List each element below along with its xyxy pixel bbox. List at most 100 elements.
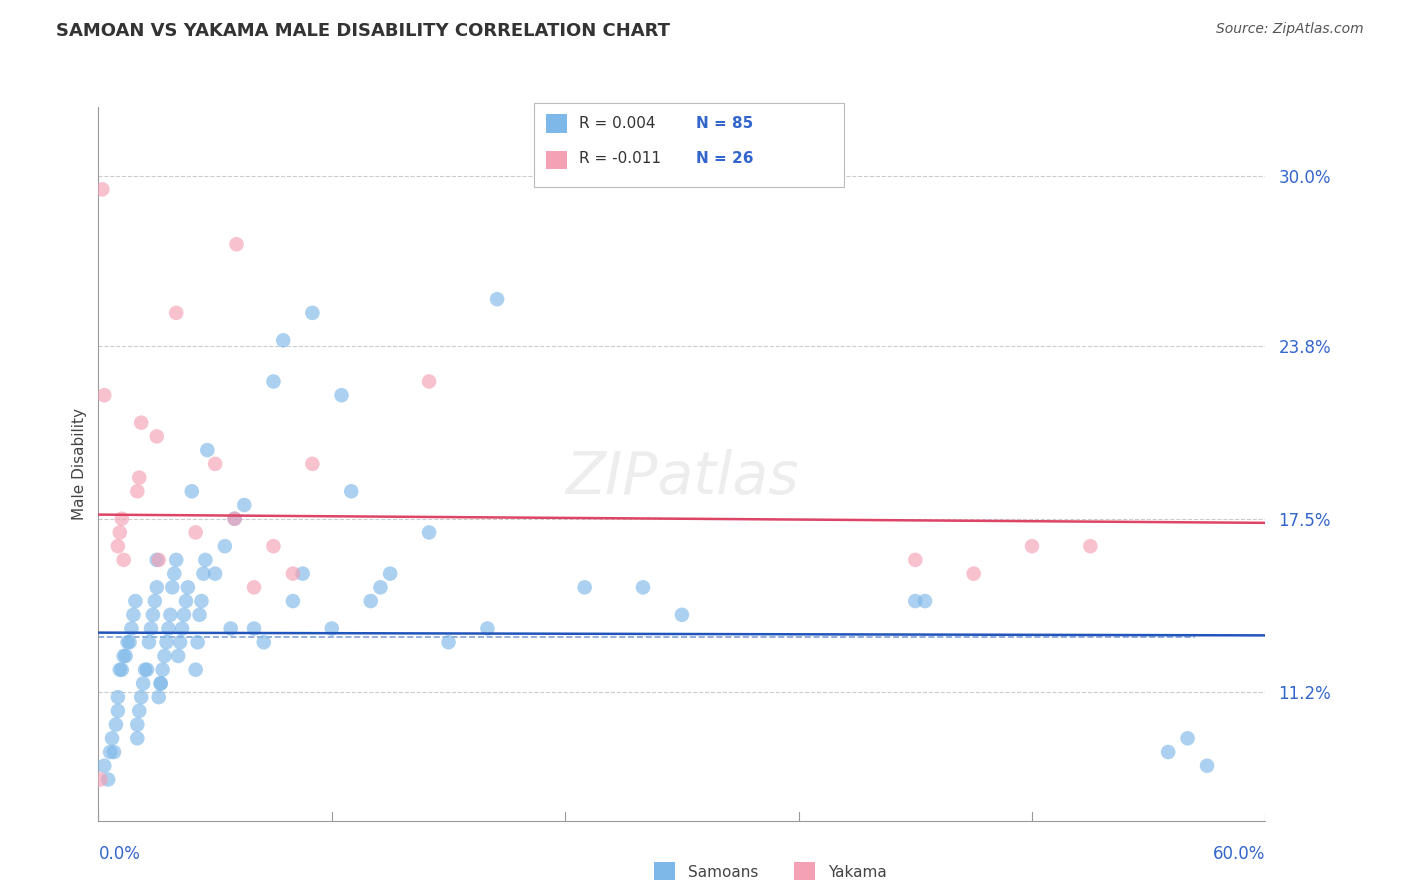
Point <box>124 594 146 608</box>
Text: ZIPatlas: ZIPatlas <box>565 449 799 506</box>
Point <box>138 635 160 649</box>
Text: 60.0%: 60.0% <box>1213 846 1265 863</box>
Point <box>139 622 162 636</box>
Point <box>127 717 149 731</box>
Point <box>184 663 207 677</box>
Point <box>148 553 170 567</box>
Point <box>152 663 174 677</box>
Point <box>165 553 187 567</box>
Point <box>93 388 115 402</box>
Point <box>195 443 218 458</box>
Point <box>1157 745 1180 759</box>
Point <box>134 663 156 677</box>
Point <box>224 512 246 526</box>
Point <box>122 607 145 622</box>
Point <box>225 237 247 252</box>
Point <box>418 525 440 540</box>
Point <box>118 635 141 649</box>
Point <box>631 580 654 594</box>
Point <box>167 648 190 663</box>
Point <box>301 457 323 471</box>
Text: Yakama: Yakama <box>828 865 887 880</box>
Point <box>437 635 460 649</box>
Point <box>187 635 209 649</box>
Point <box>1021 539 1043 553</box>
Point <box>127 731 149 746</box>
Point <box>177 580 200 594</box>
Point <box>117 635 139 649</box>
Text: SAMOAN VS YAKAMA MALE DISABILITY CORRELATION CHART: SAMOAN VS YAKAMA MALE DISABILITY CORRELA… <box>56 22 671 40</box>
Point <box>281 594 304 608</box>
Point <box>111 512 134 526</box>
Point <box>193 566 215 581</box>
Point <box>143 594 166 608</box>
Point <box>262 375 284 389</box>
Point <box>93 758 115 772</box>
Point <box>132 676 155 690</box>
Point <box>128 470 150 484</box>
Point <box>174 594 197 608</box>
Point <box>159 607 181 622</box>
Point <box>155 635 177 649</box>
Point <box>142 607 165 622</box>
Text: R = -0.011: R = -0.011 <box>579 152 661 166</box>
Point <box>233 498 256 512</box>
Point <box>101 731 124 746</box>
Point <box>129 416 152 430</box>
Point <box>169 635 191 649</box>
Point <box>204 566 226 581</box>
Point <box>194 553 217 567</box>
Point <box>165 306 187 320</box>
Point <box>301 306 323 320</box>
Point <box>271 334 294 348</box>
Point <box>128 704 150 718</box>
Point <box>370 580 392 594</box>
Point <box>253 635 276 649</box>
Point <box>104 717 127 731</box>
Point <box>108 663 131 677</box>
Text: R = 0.004: R = 0.004 <box>579 116 655 130</box>
Point <box>360 594 382 608</box>
Point <box>330 388 353 402</box>
Point <box>224 512 246 526</box>
Point <box>340 484 363 499</box>
Point <box>163 566 186 581</box>
Point <box>136 663 159 677</box>
Point <box>962 566 984 581</box>
Point <box>214 539 236 553</box>
Point <box>904 553 927 567</box>
Point <box>107 690 129 705</box>
Point <box>91 182 114 196</box>
Point <box>262 539 284 553</box>
Point <box>107 539 129 553</box>
Text: N = 26: N = 26 <box>696 152 754 166</box>
Point <box>574 580 596 594</box>
Text: N = 85: N = 85 <box>696 116 754 130</box>
Point <box>281 566 304 581</box>
Point <box>671 607 693 622</box>
Point <box>904 594 927 608</box>
Point <box>243 622 266 636</box>
Y-axis label: Male Disability: Male Disability <box>72 408 87 520</box>
Point <box>112 553 135 567</box>
Point <box>111 663 134 677</box>
Point <box>378 566 402 581</box>
Point <box>108 525 131 540</box>
Point <box>1195 758 1218 772</box>
Point <box>486 292 509 306</box>
Point <box>153 648 176 663</box>
Point <box>146 580 169 594</box>
Point <box>173 607 195 622</box>
Point <box>146 553 169 567</box>
Point <box>129 690 152 705</box>
Point <box>121 622 143 636</box>
Point <box>112 648 135 663</box>
Point <box>1080 539 1102 553</box>
Point <box>98 745 121 759</box>
Point <box>190 594 212 608</box>
Point <box>188 607 211 622</box>
Text: Source: ZipAtlas.com: Source: ZipAtlas.com <box>1216 22 1364 37</box>
Text: 0.0%: 0.0% <box>98 846 141 863</box>
Point <box>321 622 343 636</box>
Point <box>114 648 136 663</box>
